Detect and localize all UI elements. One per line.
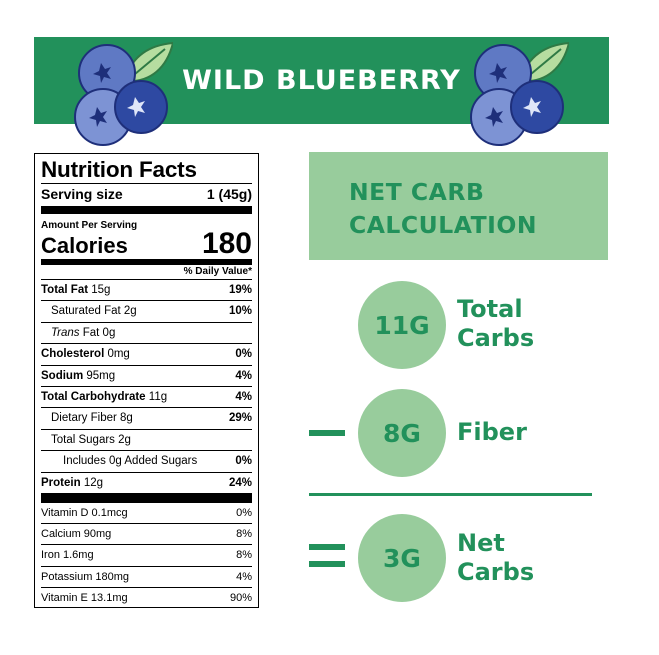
net-carb-title: NET CARB CALCULATION bbox=[349, 178, 537, 239]
calories-value: 180 bbox=[201, 227, 252, 260]
nutrient-row: Dietary Fiber 8g 29% bbox=[41, 407, 252, 428]
serving-size-row: Serving size 1 (45g) bbox=[41, 183, 252, 204]
product-title: WILD BLUEBERRY bbox=[182, 65, 461, 96]
nutrition-title: Nutrition Facts bbox=[41, 157, 197, 182]
equals-sign-bottom bbox=[309, 561, 345, 567]
calories-label: Calories bbox=[41, 233, 128, 258]
fiber-label: Fiber bbox=[457, 418, 527, 446]
vitamin-row: Vitamin E 13.1mg 90% bbox=[41, 586, 252, 608]
nutrient-row: Sodium 95mg 4% bbox=[41, 364, 252, 386]
vitamin-row: Vitamin D 0.1mcg 0% bbox=[41, 502, 252, 523]
total-carbs-label: Total Carbs bbox=[457, 295, 535, 352]
serving-label: Serving size bbox=[41, 186, 123, 202]
total-carbs-circle: 11G bbox=[358, 281, 446, 369]
calc-divider bbox=[309, 493, 592, 496]
nutrient-row: Includes 0g Added Sugars 0% bbox=[41, 450, 252, 471]
fiber-circle: 8G bbox=[358, 389, 446, 477]
nutrient-row: Trans Fat 0g bbox=[41, 321, 252, 343]
divider-thick bbox=[41, 206, 252, 214]
nutrient-row: Cholesterol 0mg 0% bbox=[41, 343, 252, 364]
minus-sign bbox=[309, 430, 345, 436]
blueberries-icon bbox=[74, 41, 173, 146]
daily-value-header: % Daily Value* bbox=[41, 264, 252, 279]
divider-medium bbox=[41, 259, 252, 264]
net-carbs-label: Net Carbs bbox=[457, 529, 535, 586]
amount-per-serving: Amount Per Serving bbox=[41, 220, 138, 231]
nutrient-row: Protein 12g 24% bbox=[41, 471, 252, 493]
serving-value: 1 (45g) bbox=[206, 186, 252, 202]
nutrient-row: Total Fat 15g 19% bbox=[41, 279, 252, 300]
divider-thick bbox=[41, 493, 252, 503]
net-carbs-circle: 3G bbox=[358, 514, 446, 602]
nutrient-row: Total Sugars 2g bbox=[41, 428, 252, 450]
blueberries-icon bbox=[470, 41, 569, 146]
vitamin-row: Iron 1.6mg 8% bbox=[41, 544, 252, 565]
nutrient-row: Saturated Fat 2g 10% bbox=[41, 300, 252, 321]
equals-sign-top bbox=[309, 544, 345, 550]
calories-row: Calories 180 bbox=[41, 227, 252, 260]
net-carb-header: NET CARB CALCULATION bbox=[309, 152, 608, 260]
vitamin-row: Potassium 180mg 4% bbox=[41, 565, 252, 587]
nutrient-row: Total Carbohydrate 11g 4% bbox=[41, 386, 252, 407]
vitamin-row: Calcium 90mg 8% bbox=[41, 523, 252, 544]
nutrition-facts-label: Nutrition Facts Serving size 1 (45g) Amo… bbox=[34, 153, 259, 608]
